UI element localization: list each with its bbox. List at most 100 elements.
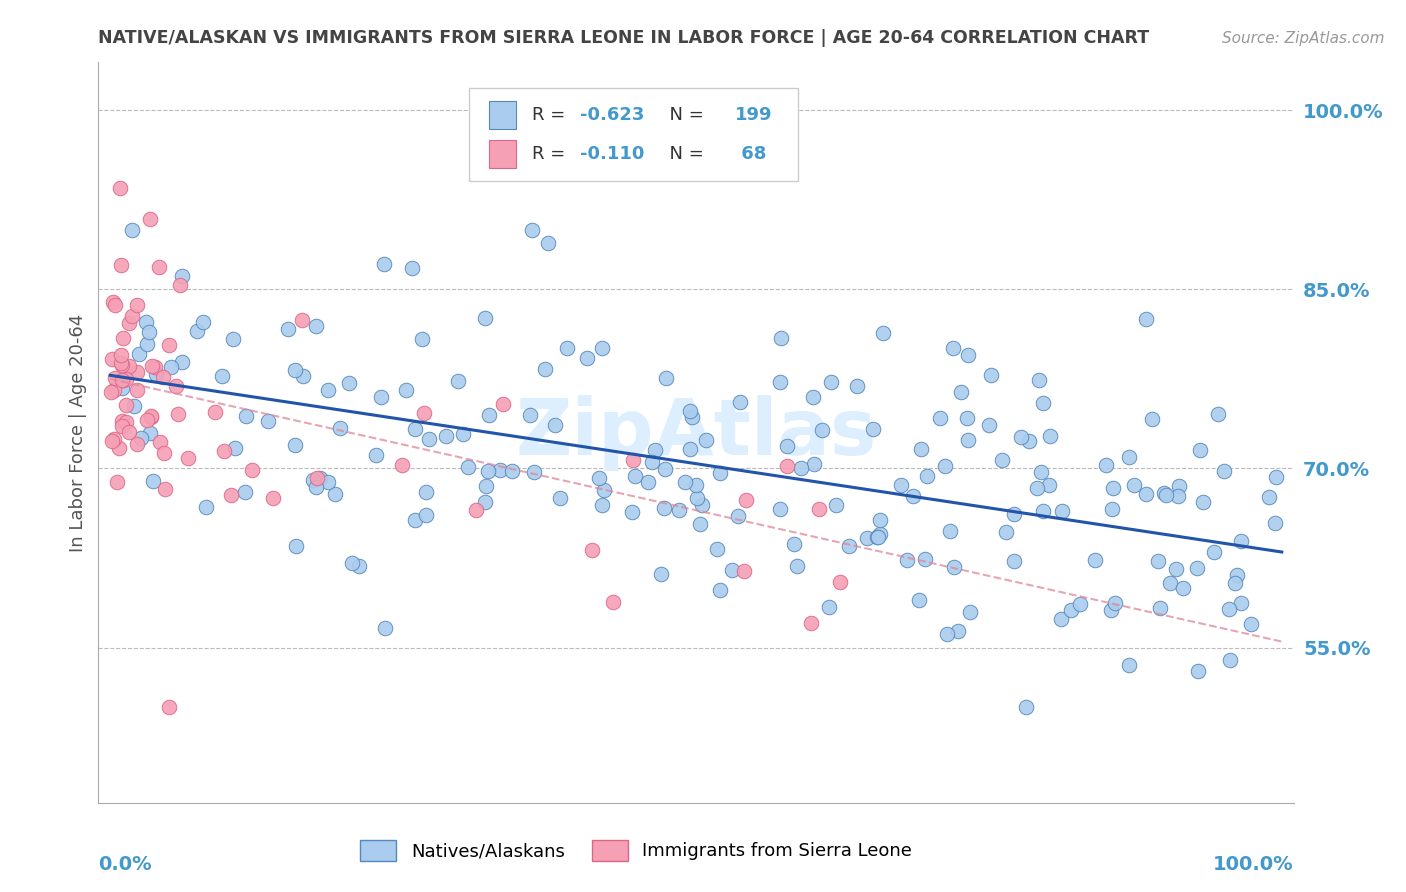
Point [637, 475, 659, 490]
Point [465, 503, 488, 517]
Point [591, 341, 613, 355]
Point [172, 268, 194, 283]
Point [868, 530, 890, 544]
Point [709, 466, 731, 480]
Point [136, 337, 159, 351]
Point [1010, 430, 1032, 444]
Point [329, 420, 352, 434]
Point [191, 315, 214, 329]
Point [533, 362, 555, 376]
Point [1153, 485, 1175, 500]
Point [520, 222, 543, 236]
Point [681, 409, 703, 424]
Point [291, 313, 314, 327]
Point [305, 318, 328, 333]
Point [1099, 603, 1122, 617]
Point [1189, 443, 1212, 458]
Point [1219, 653, 1241, 667]
Point [114, 415, 136, 429]
Text: 100.0%: 100.0% [1213, 855, 1294, 873]
Point [110, 358, 132, 372]
Point [915, 469, 938, 483]
Point [129, 431, 152, 445]
Point [856, 531, 879, 545]
Point [291, 369, 314, 384]
Point [148, 260, 170, 275]
Point [224, 442, 246, 456]
Point [1039, 428, 1062, 442]
Point [121, 309, 143, 323]
Point [709, 582, 731, 597]
Point [644, 442, 666, 457]
Point [548, 491, 571, 505]
Point [655, 371, 678, 385]
Point [153, 446, 176, 460]
Point [685, 491, 707, 505]
Text: ZipAtlas: ZipAtlas [516, 394, 876, 471]
Point [727, 509, 749, 524]
Point [127, 365, 149, 379]
Point [1187, 664, 1209, 678]
Point [592, 499, 614, 513]
Point [783, 537, 806, 551]
Point [776, 439, 799, 453]
Point [1218, 601, 1240, 615]
Point [846, 379, 869, 393]
Point [1265, 470, 1288, 484]
Point [769, 376, 792, 390]
Point [105, 475, 128, 489]
Point [139, 425, 162, 440]
Point [235, 409, 257, 423]
Point [1026, 481, 1049, 495]
Point [374, 620, 396, 634]
Point [1240, 616, 1263, 631]
Point [165, 378, 187, 392]
Point [776, 459, 799, 474]
Point [501, 464, 523, 478]
Point [575, 351, 598, 366]
Point [138, 325, 160, 339]
Point [620, 505, 643, 519]
Point [1038, 478, 1060, 492]
Point [111, 414, 134, 428]
Point [1135, 487, 1157, 501]
Point [1226, 568, 1249, 582]
Text: R =: R = [533, 145, 571, 163]
Point [307, 471, 329, 485]
Point [1118, 450, 1140, 465]
Point [1069, 597, 1091, 611]
Point [654, 462, 676, 476]
Text: N =: N = [658, 145, 709, 163]
Point [1264, 516, 1286, 530]
Point [979, 417, 1001, 432]
Point [1229, 533, 1251, 548]
Point [673, 475, 696, 490]
Point [121, 222, 143, 236]
Point [838, 540, 860, 554]
Point [233, 484, 256, 499]
Point [1173, 581, 1195, 595]
Point [1191, 494, 1213, 508]
Point [942, 341, 965, 355]
Text: Source: ZipAtlas.com: Source: ZipAtlas.com [1222, 31, 1385, 46]
Point [1104, 596, 1126, 610]
Point [411, 332, 433, 346]
Point [935, 627, 957, 641]
Point [910, 442, 932, 456]
Point [373, 257, 395, 271]
Point [111, 381, 134, 395]
Point [434, 429, 457, 443]
Point [929, 410, 952, 425]
Point [820, 376, 842, 390]
Point [177, 451, 200, 466]
Point [939, 524, 962, 539]
Point [112, 373, 135, 387]
Point [149, 435, 172, 450]
Point [1166, 562, 1188, 576]
Point [934, 458, 956, 473]
Point [256, 414, 278, 428]
Point [830, 575, 852, 590]
Point [869, 513, 891, 527]
Point [128, 347, 150, 361]
Point [807, 502, 830, 516]
